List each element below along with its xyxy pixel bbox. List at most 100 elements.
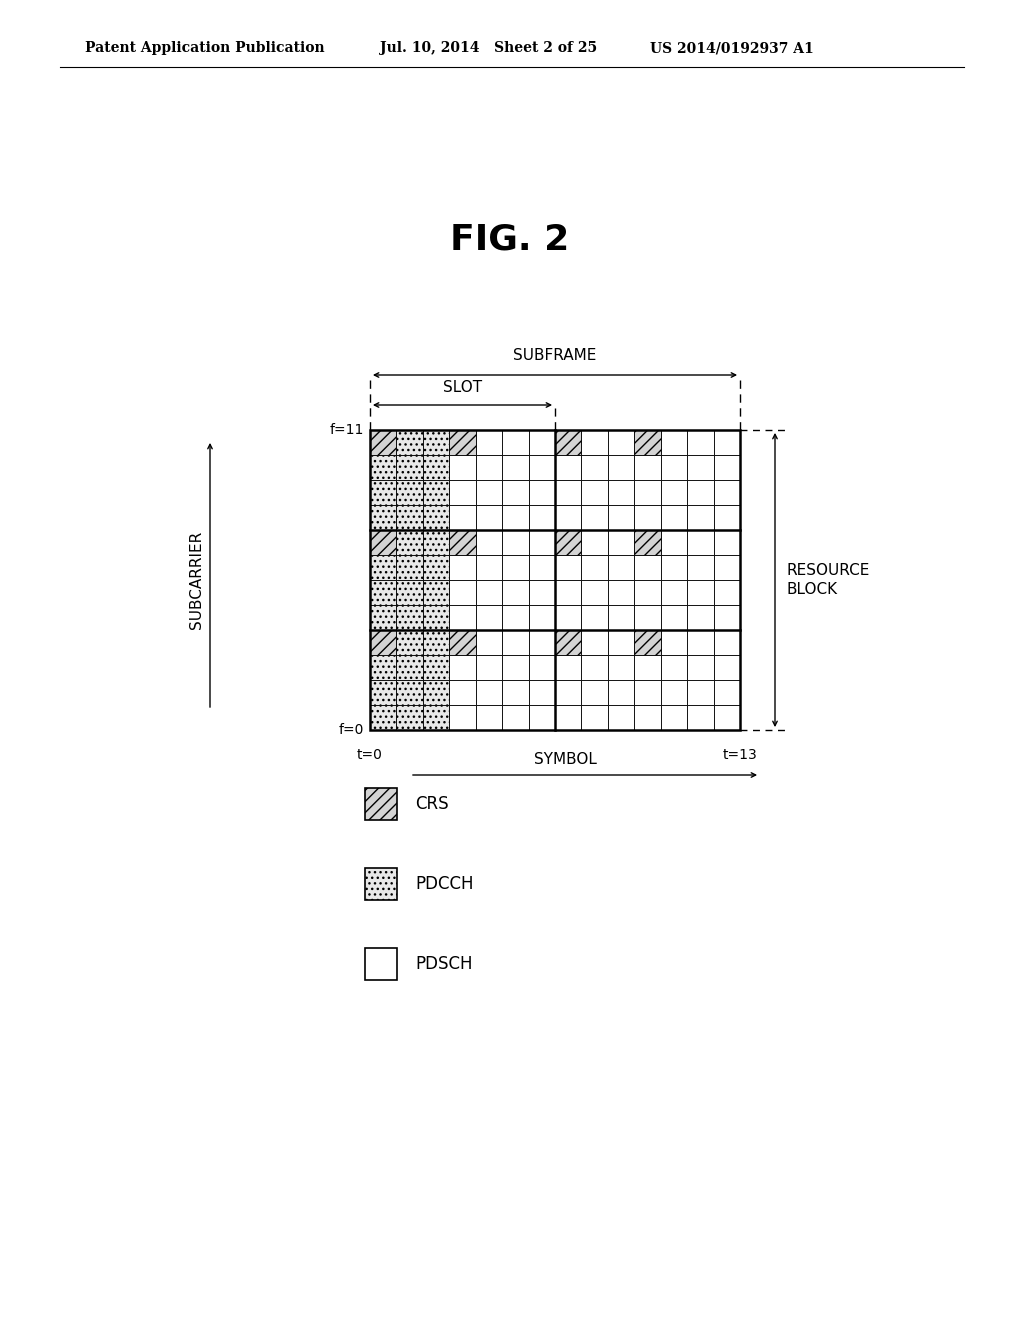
Bar: [555, 531, 582, 554]
Bar: [608, 655, 634, 680]
Bar: [634, 430, 660, 455]
Bar: [370, 579, 396, 605]
Bar: [476, 455, 502, 480]
Bar: [502, 531, 528, 554]
Text: PDSCH: PDSCH: [415, 954, 472, 973]
Bar: [396, 430, 423, 455]
Bar: [502, 430, 528, 455]
Bar: [450, 531, 476, 554]
Bar: [450, 605, 476, 630]
Bar: [582, 579, 608, 605]
Bar: [423, 630, 450, 655]
Bar: [423, 554, 450, 579]
Bar: [450, 455, 476, 480]
Text: US 2014/0192937 A1: US 2014/0192937 A1: [650, 41, 814, 55]
Bar: [370, 630, 396, 655]
Bar: [555, 605, 582, 630]
Bar: [687, 480, 714, 506]
Bar: [555, 630, 582, 655]
Bar: [396, 579, 423, 605]
Bar: [660, 480, 687, 506]
Bar: [423, 506, 450, 531]
Bar: [423, 531, 450, 554]
Bar: [423, 554, 450, 579]
Bar: [555, 680, 582, 705]
Bar: [555, 630, 582, 655]
Bar: [370, 506, 396, 531]
Bar: [476, 430, 502, 455]
Bar: [634, 705, 660, 730]
Bar: [528, 630, 555, 655]
Bar: [396, 605, 423, 630]
Bar: [396, 506, 423, 531]
Bar: [502, 680, 528, 705]
Bar: [608, 480, 634, 506]
Bar: [396, 655, 423, 680]
Bar: [528, 455, 555, 480]
Bar: [660, 430, 687, 455]
Bar: [370, 531, 396, 554]
Bar: [396, 680, 423, 705]
Text: FIG. 2: FIG. 2: [451, 223, 569, 257]
Bar: [528, 680, 555, 705]
Bar: [714, 506, 740, 531]
Bar: [370, 554, 396, 579]
Bar: [634, 480, 660, 506]
Bar: [370, 630, 396, 655]
Bar: [634, 605, 660, 630]
Text: t=13: t=13: [723, 748, 758, 762]
Bar: [714, 579, 740, 605]
Bar: [608, 455, 634, 480]
Bar: [450, 579, 476, 605]
Bar: [502, 480, 528, 506]
Bar: [370, 630, 396, 655]
Bar: [502, 554, 528, 579]
Bar: [687, 579, 714, 605]
Bar: [423, 480, 450, 506]
Bar: [660, 630, 687, 655]
Bar: [502, 506, 528, 531]
Bar: [660, 455, 687, 480]
Bar: [634, 430, 660, 455]
Bar: [634, 579, 660, 605]
Bar: [634, 531, 660, 554]
Bar: [396, 605, 423, 630]
Bar: [476, 480, 502, 506]
Bar: [528, 579, 555, 605]
Bar: [660, 705, 687, 730]
Bar: [370, 605, 396, 630]
Bar: [450, 554, 476, 579]
Bar: [528, 430, 555, 455]
Bar: [687, 506, 714, 531]
Bar: [502, 630, 528, 655]
Bar: [687, 455, 714, 480]
Bar: [476, 506, 502, 531]
Bar: [370, 430, 396, 455]
Bar: [687, 605, 714, 630]
Bar: [476, 655, 502, 680]
Bar: [714, 605, 740, 630]
Text: f=0: f=0: [339, 723, 364, 737]
Bar: [450, 531, 476, 554]
Bar: [450, 430, 476, 455]
Bar: [608, 630, 634, 655]
Bar: [423, 430, 450, 455]
Bar: [582, 605, 608, 630]
Bar: [634, 506, 660, 531]
Text: SLOT: SLOT: [443, 380, 482, 395]
Bar: [582, 630, 608, 655]
Bar: [528, 506, 555, 531]
Bar: [687, 655, 714, 680]
Bar: [555, 506, 582, 531]
Bar: [714, 480, 740, 506]
Bar: [608, 680, 634, 705]
Bar: [370, 655, 396, 680]
Bar: [423, 579, 450, 605]
Bar: [582, 680, 608, 705]
Bar: [660, 680, 687, 705]
Bar: [423, 705, 450, 730]
Bar: [555, 579, 582, 605]
Bar: [396, 579, 423, 605]
Text: SUBFRAME: SUBFRAME: [513, 348, 597, 363]
Bar: [634, 680, 660, 705]
